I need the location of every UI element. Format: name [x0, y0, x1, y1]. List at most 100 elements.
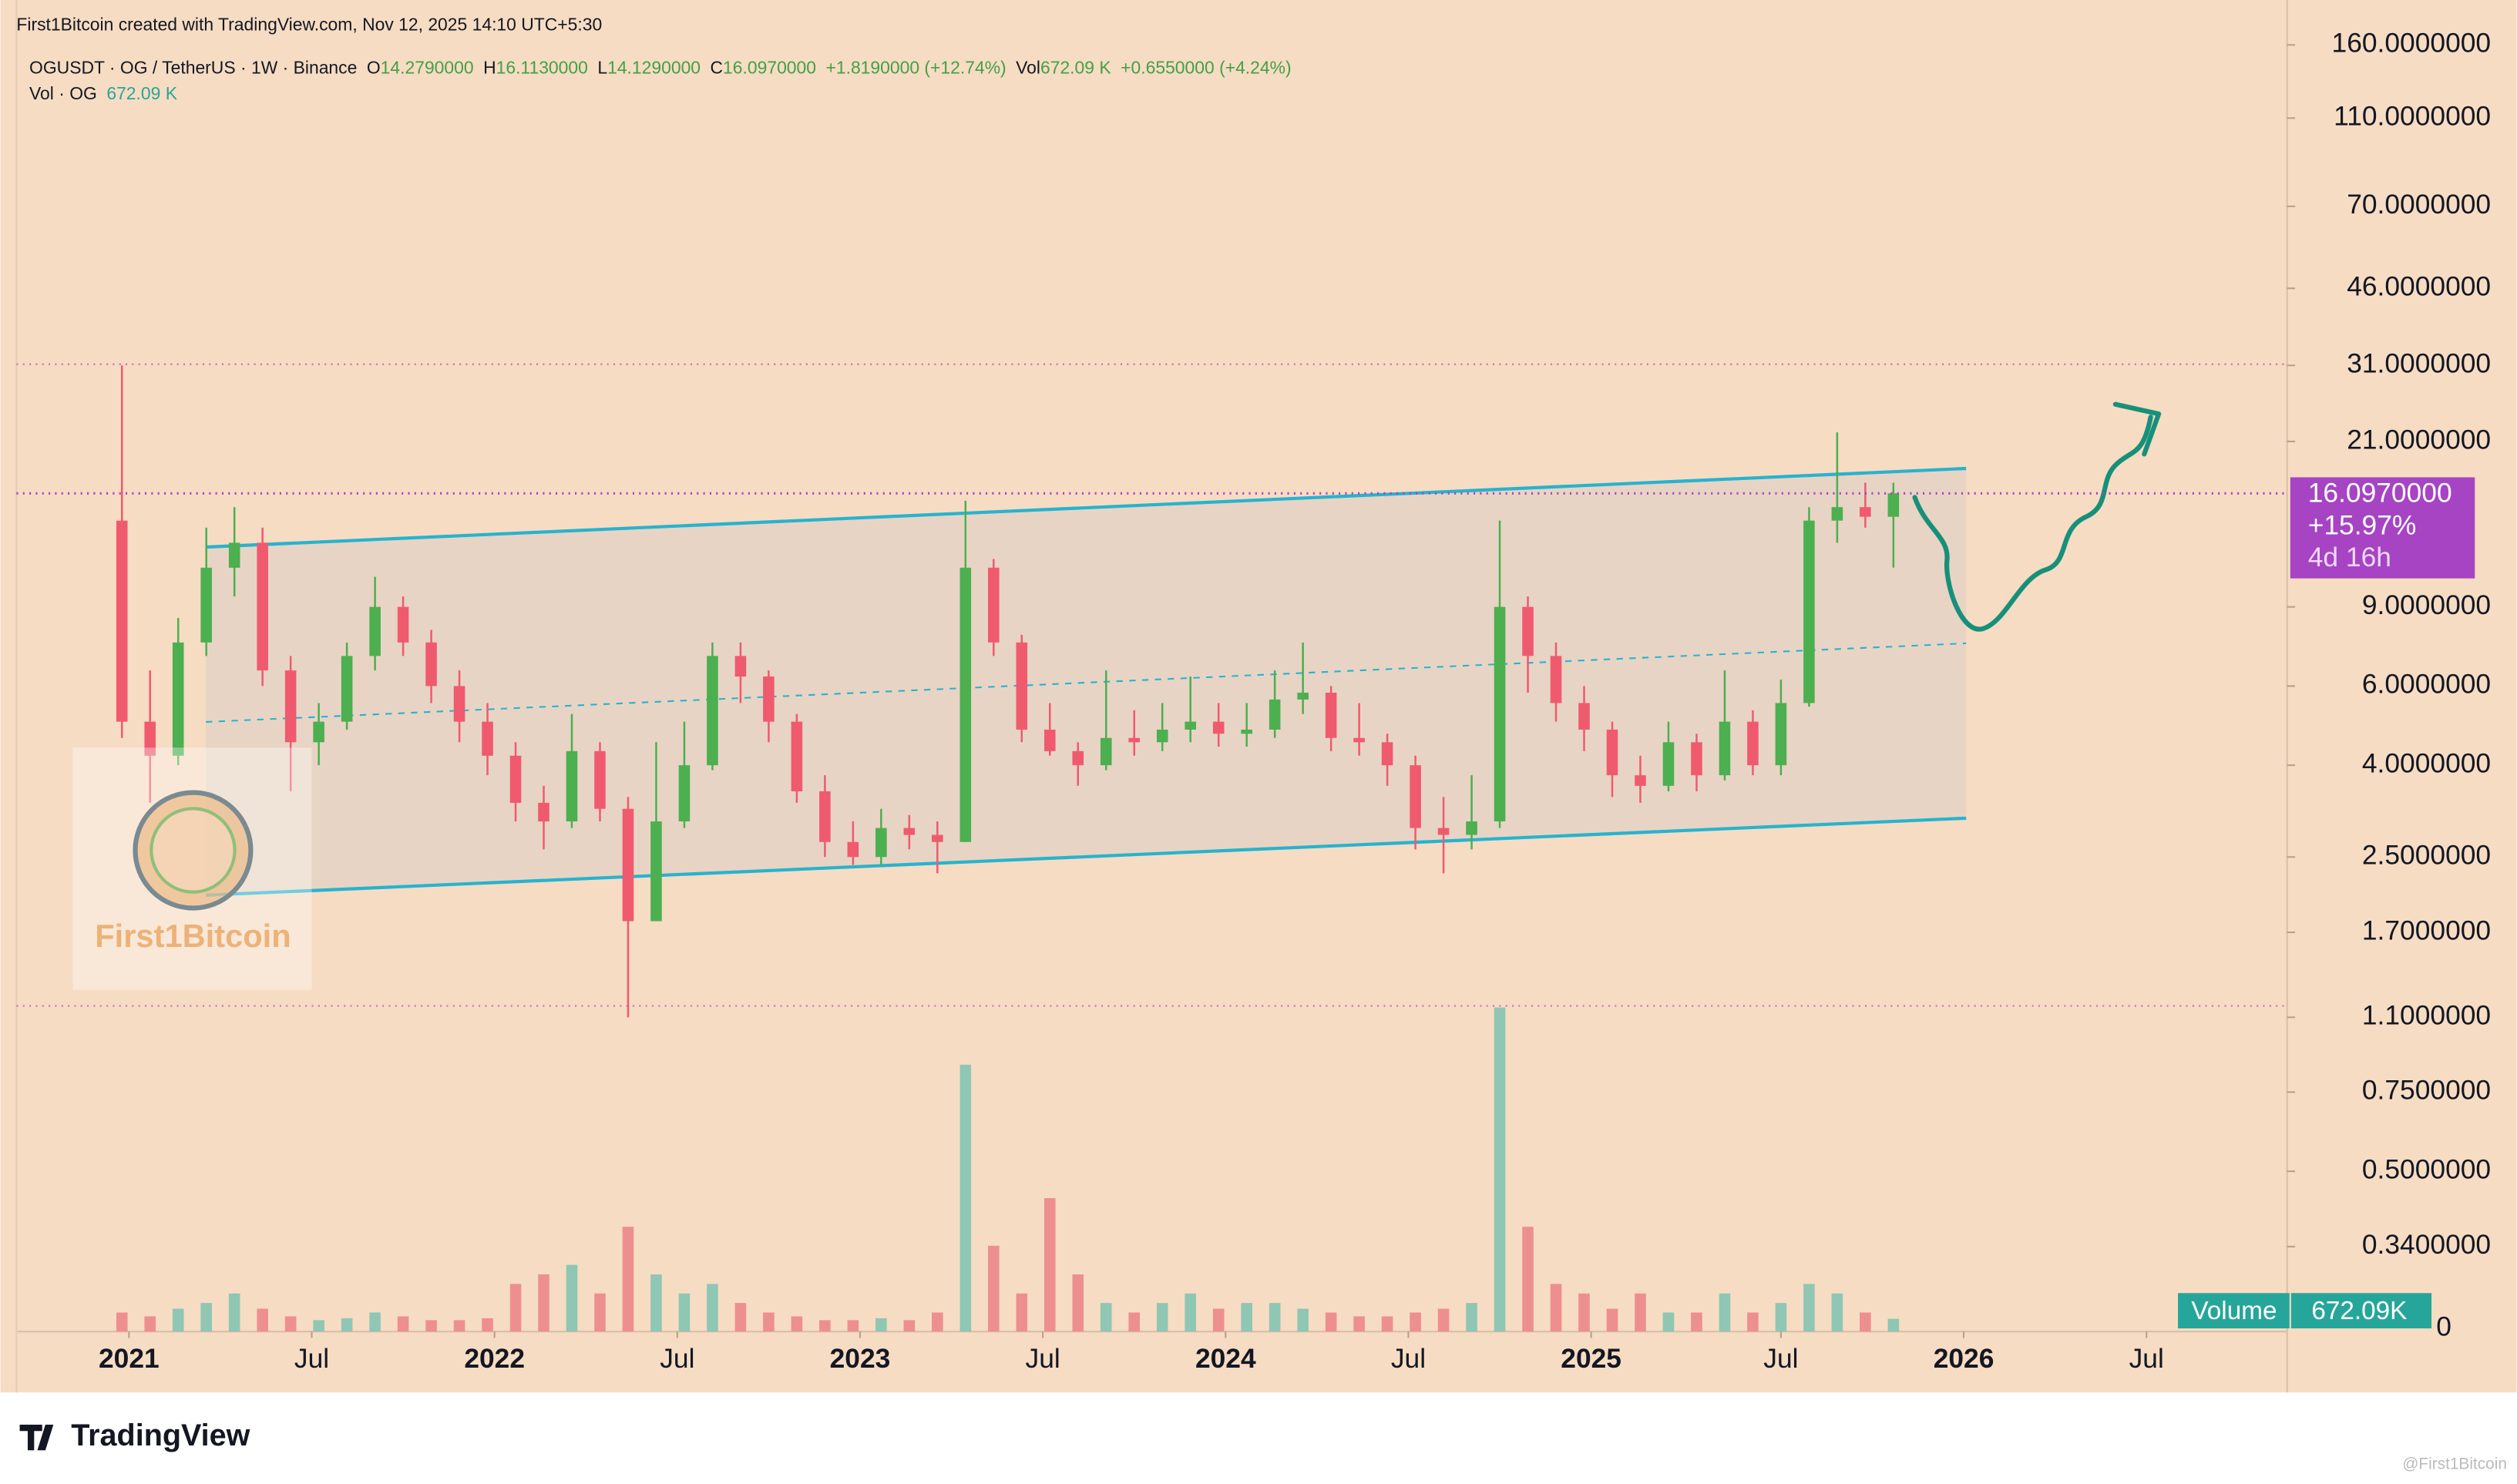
volume-bar [1128, 1312, 1141, 1332]
volume-tick-label: 0 [2436, 1311, 2451, 1341]
volume-bar [1212, 1308, 1225, 1332]
legend-line: Vol · OG 672.09 K [29, 83, 178, 103]
candle-body [172, 642, 184, 756]
candle-body [847, 841, 859, 858]
volume-bar [1100, 1303, 1112, 1332]
x-tick-label: Jul [1391, 1344, 1426, 1374]
watermark-text: First1Bitcoin [95, 918, 291, 954]
volume-bar [1381, 1316, 1393, 1332]
candle-body [1156, 729, 1168, 743]
candle-body [1100, 737, 1112, 766]
x-tick-label: 2023 [830, 1344, 891, 1374]
price-badge-countdown: 4d 16h [2308, 542, 2391, 572]
volume-bar [734, 1303, 747, 1332]
volume-bar [1635, 1293, 1646, 1332]
price-badge-price: 16.0970000 [2308, 478, 2452, 509]
candle-body [763, 677, 775, 722]
candle-body [425, 642, 437, 687]
volume-bar [397, 1316, 409, 1332]
value: +1.8190000 (+12.74%) [825, 58, 1006, 78]
candle-body [369, 606, 381, 656]
candle-body [875, 828, 887, 858]
candle-body [1241, 729, 1252, 734]
candle-body [397, 606, 409, 643]
volume-bar [1043, 1198, 1056, 1332]
y-tick-label: 70.0000000 [2347, 190, 2491, 220]
x-tick-label: Jul [1026, 1344, 1060, 1374]
candle-body [1325, 692, 1337, 738]
candle-body [959, 567, 972, 842]
volume-bar [369, 1312, 381, 1332]
volume-badge-value: 672.09K [2311, 1297, 2407, 1325]
background [0, 0, 2517, 1393]
y-tick-label: 0.5000000 [2362, 1154, 2491, 1184]
x-tick-label: Jul [1763, 1344, 1798, 1374]
candle-body [1662, 742, 1675, 786]
candle-body [1719, 721, 1731, 776]
candle-body [1297, 692, 1309, 700]
volume-bar [482, 1318, 493, 1332]
candle-body [1775, 703, 1787, 766]
value: 14.1290000 [607, 58, 701, 78]
key: C [711, 58, 724, 78]
volume-bar [932, 1312, 943, 1332]
volume-bar [1325, 1312, 1337, 1332]
volume-bar [903, 1320, 916, 1332]
value: 14.2790000 [381, 58, 474, 78]
volume-bar [1550, 1284, 1562, 1332]
key: L [597, 58, 607, 78]
candle-body [1466, 821, 1477, 835]
x-tick-label: 2022 [464, 1344, 525, 1374]
y-tick-label: 0.3400000 [2362, 1230, 2491, 1260]
candle-body [200, 567, 212, 643]
candle-body [538, 802, 549, 822]
footer-background [0, 1392, 2517, 1484]
volume-bar [1775, 1303, 1787, 1332]
volume-bar [707, 1284, 718, 1332]
x-tick-label: Jul [660, 1344, 694, 1374]
volume-badge [2178, 1293, 2432, 1329]
volume-bar [763, 1312, 775, 1332]
volume-bar [1269, 1303, 1281, 1332]
candle-body [1381, 742, 1393, 766]
volume-bar [538, 1274, 549, 1332]
candle-body [1410, 765, 1421, 828]
candle-body [1803, 520, 1815, 703]
candle-body [622, 808, 634, 922]
volume-bar [1522, 1227, 1534, 1332]
volume-bar [847, 1320, 859, 1332]
volume-bar [1831, 1293, 1843, 1332]
channel-fill [206, 468, 1967, 895]
volume-bar [1466, 1303, 1477, 1332]
candle-body [1269, 699, 1281, 730]
candle-body [650, 821, 662, 922]
candle-body [1578, 703, 1590, 730]
volume-bar [284, 1316, 297, 1332]
y-tick-label: 31.0000000 [2347, 349, 2491, 379]
volume-bar [622, 1227, 634, 1332]
candle-body [482, 721, 493, 756]
x-tick-label: Jul [294, 1344, 329, 1374]
volume-bar [1887, 1318, 1900, 1332]
channel-upper [206, 466, 1967, 549]
candle-body [819, 791, 831, 842]
y-tick-label: 21.0000000 [2347, 425, 2491, 455]
y-tick-label: 0.7500000 [2362, 1076, 2491, 1106]
volume-bar [1156, 1303, 1168, 1332]
volume-bar [1691, 1312, 1702, 1332]
volume-bar [341, 1318, 353, 1332]
volume-bar [200, 1303, 212, 1332]
volume-bar [594, 1293, 606, 1332]
candle-body [707, 656, 718, 766]
value: 16.0970000 [723, 58, 816, 78]
candle-body [1494, 606, 1506, 822]
symbol: OGUSDT · OG / TetherUS · 1W · Binance [29, 58, 357, 78]
volume-bar [1494, 1007, 1506, 1332]
volume-bar [172, 1308, 184, 1332]
candle-body [1831, 507, 1843, 521]
x-tick-label: 2025 [1561, 1344, 1621, 1374]
volume-bar [1719, 1293, 1731, 1332]
candle-body [1016, 642, 1028, 730]
